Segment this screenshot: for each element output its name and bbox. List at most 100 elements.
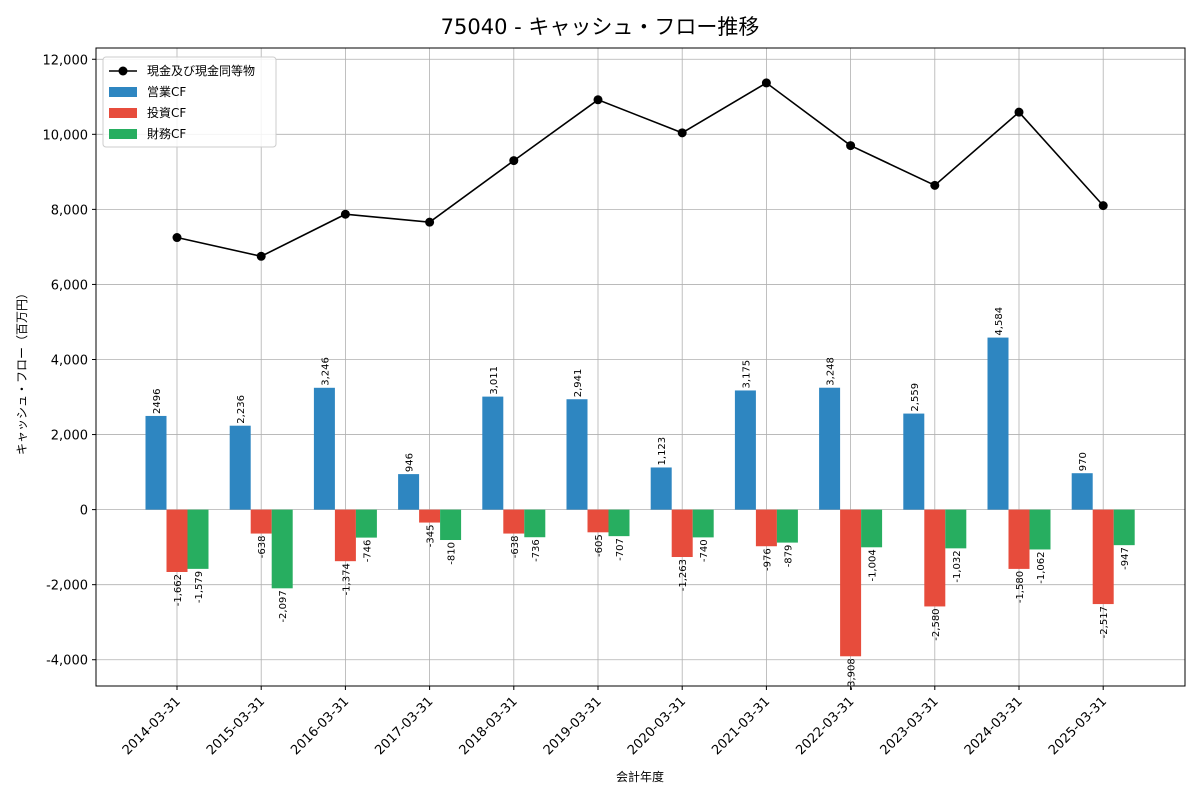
- bar-営業CF: [650, 467, 672, 510]
- bar-営業CF: [903, 413, 925, 510]
- bar-投資CF: [1008, 509, 1030, 569]
- bar-投資CF: [419, 509, 441, 523]
- data-label: 946: [405, 453, 416, 472]
- cash-line-point: [593, 95, 603, 105]
- data-label: 1,123: [657, 437, 668, 466]
- data-label: -810: [447, 542, 458, 565]
- x-tick-label: 2024-03-31: [962, 694, 1026, 758]
- x-axis-ticks: 2014-03-31 2015-03-31 2016-03-31 2017-03-31…: [120, 686, 1110, 758]
- bar-投資CF: [503, 509, 525, 534]
- plot-frame: [95, 47, 1186, 687]
- y-axis-label: キャッシュ・フロー（百万円）: [15, 287, 29, 455]
- data-label: 2,559: [910, 383, 921, 412]
- bar-営業CF: [229, 425, 251, 510]
- bar-財務CF: [692, 509, 714, 538]
- legend-swatch: [109, 108, 137, 118]
- data-label: -707: [615, 538, 626, 561]
- y-tick-label: 12,000: [43, 53, 89, 68]
- chart-title: 75040 - キャッシュ・フロー推移: [441, 15, 760, 39]
- x-tick-label: 2020-03-31: [625, 694, 689, 758]
- legend-label: 財務CF: [147, 126, 186, 141]
- bar-財務CF: [440, 509, 462, 541]
- bar-営業CF: [145, 415, 167, 510]
- bar-財務CF: [776, 509, 798, 543]
- y-tick-label: 4,000: [51, 353, 88, 368]
- x-tick-label: 2023-03-31: [878, 694, 942, 758]
- bar-営業CF: [566, 399, 588, 510]
- x-tick-label: 2018-03-31: [457, 694, 521, 758]
- data-label: -2,580: [931, 608, 942, 640]
- x-tick-label: 2025-03-31: [1046, 694, 1110, 758]
- data-label: 3,246: [320, 357, 331, 386]
- bar-投資CF: [755, 509, 777, 547]
- data-labels: 2496 2,236 3,246 946 3,011 2,941 1,123 3,175 3,2…: [152, 307, 1131, 691]
- y-tick-label: 10,000: [43, 128, 89, 143]
- legend-label: 営業CF: [147, 85, 186, 99]
- cash-line-point: [340, 209, 350, 219]
- data-label: -2,097: [278, 590, 289, 622]
- legend-box: [102, 56, 277, 148]
- x-tick-label: 2017-03-31: [372, 694, 436, 758]
- bar-財務CF: [1113, 509, 1135, 546]
- data-label: -3,908: [847, 658, 858, 690]
- bar-財務CF: [861, 509, 883, 548]
- data-label: -1,374: [341, 563, 352, 595]
- bar-営業CF: [987, 337, 1009, 510]
- x-tick-label: 2019-03-31: [541, 694, 605, 758]
- bar-投資CF: [924, 509, 946, 607]
- cash-line-point: [930, 180, 940, 190]
- data-label: -976: [762, 548, 773, 571]
- cash-line-point: [509, 156, 519, 166]
- data-label: 3,175: [741, 360, 752, 389]
- data-label: -1,004: [868, 549, 879, 581]
- bar-営業CF: [1071, 473, 1093, 510]
- x-axis-label: 会計年度: [616, 769, 664, 784]
- y-tick-label: 6,000: [51, 278, 88, 293]
- legend-marker: [118, 66, 128, 76]
- data-label: -2,517: [1099, 606, 1110, 638]
- cash-line-point: [677, 128, 687, 138]
- grid-lines: [96, 48, 1185, 686]
- bar-投資CF: [166, 509, 188, 572]
- data-label: -1,032: [952, 550, 963, 582]
- y-tick-label: 2,000: [51, 429, 88, 444]
- legend-label: 投資CF: [147, 105, 186, 120]
- bar-営業CF: [482, 396, 504, 510]
- data-label: 4,584: [994, 307, 1005, 336]
- cash-line-point: [761, 78, 771, 88]
- data-label: 3,248: [826, 357, 837, 386]
- bar-投資CF: [1092, 509, 1114, 605]
- bar-財務CF: [945, 509, 967, 549]
- bar-営業CF: [819, 387, 841, 510]
- x-tick-label: 2021-03-31: [709, 694, 773, 758]
- bar-営業CF: [398, 474, 420, 510]
- data-label: -736: [531, 539, 542, 562]
- data-label: -1,263: [678, 559, 689, 591]
- y-tick-label: -2,000: [46, 579, 88, 594]
- cash-line-point: [256, 251, 266, 261]
- data-label: 2496: [152, 388, 163, 413]
- x-tick-label: 2022-03-31: [793, 694, 857, 758]
- bar-財務CF: [271, 509, 293, 589]
- bar-投資CF: [334, 509, 356, 562]
- x-tick-label: 2015-03-31: [204, 694, 268, 758]
- data-label: -1,062: [1036, 551, 1047, 583]
- x-tick-label: 2014-03-31: [120, 694, 184, 758]
- y-tick-label: 8,000: [51, 203, 88, 218]
- y-axis-ticks: -4,000 -2,000 0 2,000 4,000 6,000 8,000 10,000 1…: [43, 53, 96, 669]
- y-tick-label: 0: [80, 504, 88, 519]
- bar-財務CF: [187, 509, 209, 569]
- bar-投資CF: [671, 509, 693, 558]
- data-label: -638: [510, 536, 521, 559]
- legend-label: 現金及び現金同等物: [147, 63, 255, 78]
- bar-財務CF: [524, 509, 546, 538]
- cash-line-point: [172, 233, 182, 243]
- cash-line-point: [1014, 107, 1024, 117]
- data-label: 3,011: [489, 366, 500, 395]
- cash-line: [172, 78, 1108, 261]
- bar-営業CF: [313, 387, 335, 510]
- cash-line-path: [176, 81, 1104, 258]
- data-label: -746: [362, 540, 373, 563]
- cash-line-point: [425, 217, 435, 227]
